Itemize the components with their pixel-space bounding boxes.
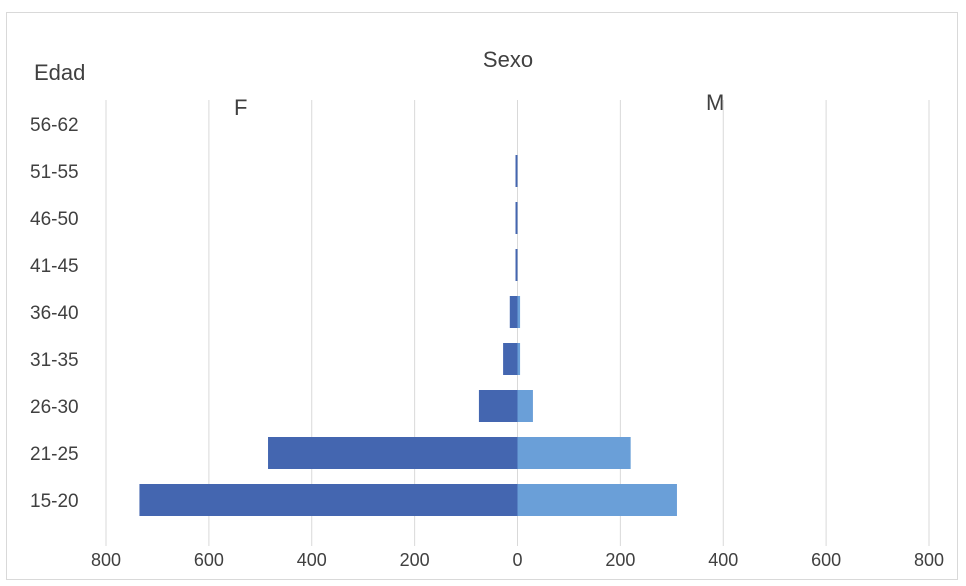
bar-f-6 <box>478 390 518 422</box>
y-tick-label-1: 51-55 <box>30 162 79 183</box>
x-tick-label-2: 400 <box>297 550 327 570</box>
x-tick-label-4: 0 <box>512 550 522 570</box>
y-tick-label-7: 21-25 <box>30 444 79 465</box>
y-tick-label-3: 41-45 <box>30 256 79 277</box>
gridlines <box>105 100 930 546</box>
bars <box>139 155 677 516</box>
side-label-f: F <box>234 95 247 120</box>
bar-m-4 <box>517 296 521 328</box>
y-tick-label-0: 56-62 <box>30 115 79 136</box>
bar-m-7 <box>517 437 631 469</box>
bar-f-5 <box>503 343 518 375</box>
x-tick-label-0: 800 <box>91 550 121 570</box>
y-tick-label-6: 26-30 <box>30 397 79 418</box>
bar-f-4 <box>509 296 518 328</box>
x-tick-label-7: 600 <box>811 550 841 570</box>
y-tick-label-8: 15-20 <box>30 491 79 512</box>
bar-m-5 <box>517 343 521 375</box>
x-tick-label-3: 200 <box>400 550 430 570</box>
chart-title: Sexo <box>483 47 533 72</box>
y-tick-label-4: 36-40 <box>30 303 79 324</box>
bar-m-8 <box>517 484 677 516</box>
bar-f-8 <box>139 484 518 516</box>
y-axis-title: Edad <box>34 60 85 85</box>
y-tick-label-5: 31-35 <box>30 350 79 371</box>
bar-f-2 <box>515 202 518 234</box>
bar-f-7 <box>268 437 518 469</box>
bar-f-3 <box>515 249 518 281</box>
x-tick-label-5: 200 <box>605 550 635 570</box>
bar-m-6 <box>517 390 533 422</box>
y-tick-label-2: 46-50 <box>30 209 79 230</box>
bar-f-1 <box>515 155 518 187</box>
labels: Sexo Edad F M 800 600 400 200 0 200 400 600 800 5… <box>30 47 944 570</box>
x-tick-label-8: 800 <box>914 550 944 570</box>
x-tick-label-1: 600 <box>194 550 224 570</box>
x-tick-label-6: 400 <box>708 550 738 570</box>
side-label-m: M <box>706 90 724 115</box>
